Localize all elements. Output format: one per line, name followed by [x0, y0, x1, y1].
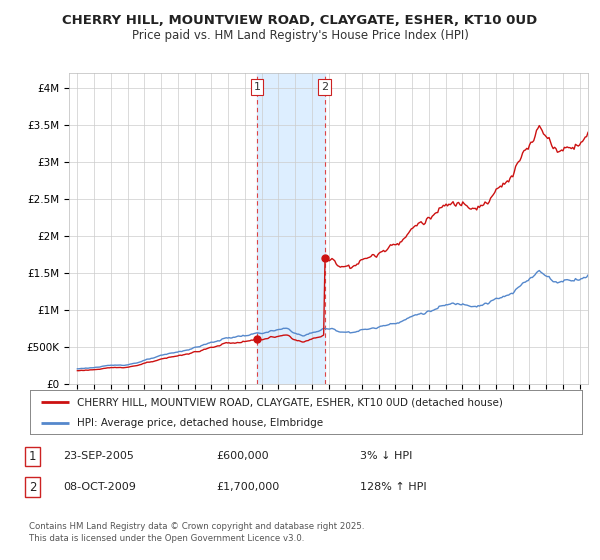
Text: 3% ↓ HPI: 3% ↓ HPI [360, 451, 412, 461]
Text: 2: 2 [29, 480, 36, 494]
Text: 128% ↑ HPI: 128% ↑ HPI [360, 482, 427, 492]
Text: 1: 1 [254, 82, 260, 92]
Text: 23-SEP-2005: 23-SEP-2005 [63, 451, 134, 461]
Text: CHERRY HILL, MOUNTVIEW ROAD, CLAYGATE, ESHER, KT10 0UD (detached house): CHERRY HILL, MOUNTVIEW ROAD, CLAYGATE, E… [77, 397, 503, 407]
Bar [257, 73, 325, 384]
Text: Contains HM Land Registry data © Crown copyright and database right 2025.
This d: Contains HM Land Registry data © Crown c… [29, 522, 364, 543]
Text: CHERRY HILL, MOUNTVIEW ROAD, CLAYGATE, ESHER, KT10 0UD: CHERRY HILL, MOUNTVIEW ROAD, CLAYGATE, E… [62, 14, 538, 27]
Text: 08-OCT-2009: 08-OCT-2009 [63, 482, 136, 492]
Text: 2: 2 [321, 82, 328, 92]
Text: 1: 1 [29, 450, 36, 463]
Text: £600,000: £600,000 [216, 451, 269, 461]
Text: HPI: Average price, detached house, Elmbridge: HPI: Average price, detached house, Elmb… [77, 418, 323, 428]
Text: Price paid vs. HM Land Registry's House Price Index (HPI): Price paid vs. HM Land Registry's House … [131, 29, 469, 42]
Text: £1,700,000: £1,700,000 [216, 482, 279, 492]
